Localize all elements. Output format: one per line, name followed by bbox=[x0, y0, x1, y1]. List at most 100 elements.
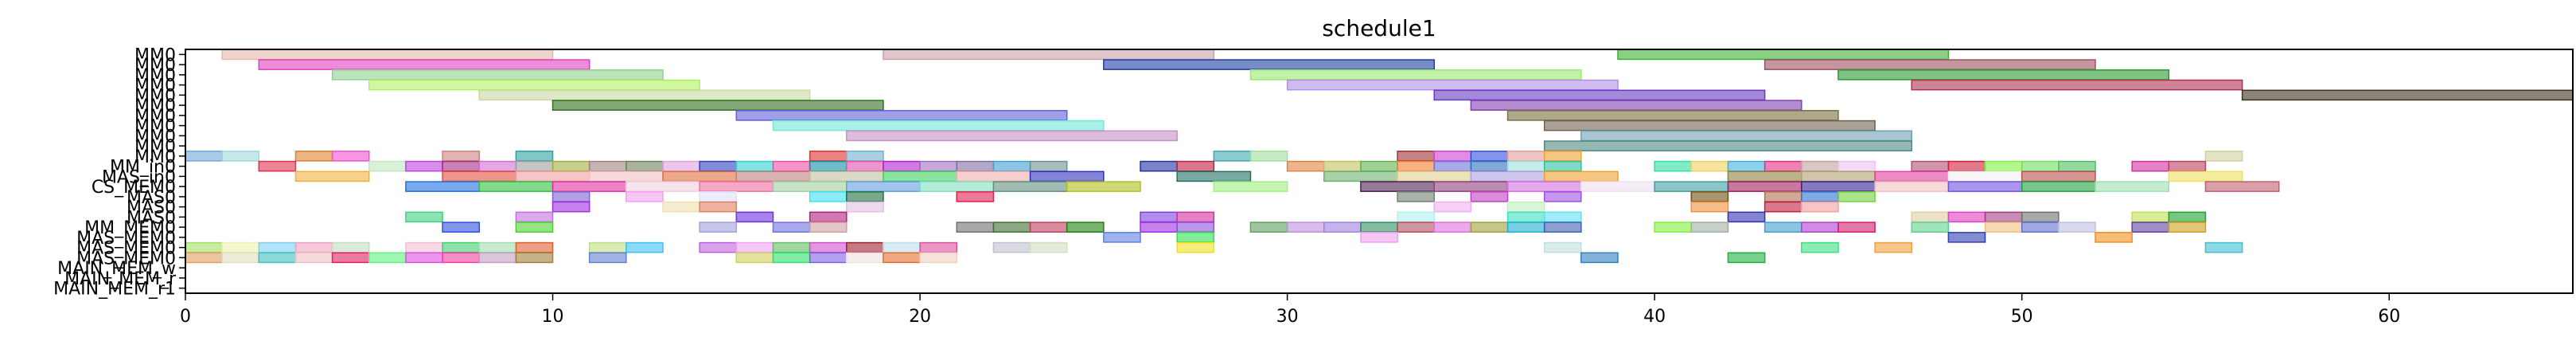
schedule-bar bbox=[1397, 211, 1435, 223]
schedule-bar bbox=[2131, 222, 2170, 233]
schedule-bar bbox=[221, 252, 260, 264]
schedule-bar bbox=[221, 241, 260, 253]
schedule-bar bbox=[1763, 191, 1802, 202]
schedule-bar bbox=[1543, 211, 1582, 223]
schedule-bar bbox=[1249, 151, 1288, 162]
schedule-bar bbox=[1543, 120, 1876, 131]
schedule-bar bbox=[699, 241, 738, 253]
y-tick-label: MM0 bbox=[134, 56, 176, 76]
x-tick-label: 20 bbox=[909, 307, 931, 327]
schedule-bar bbox=[1140, 160, 1178, 172]
schedule-bar bbox=[919, 241, 957, 253]
schedule-bar bbox=[515, 151, 554, 162]
schedule-bar bbox=[1543, 151, 1582, 162]
schedule-bar bbox=[2058, 160, 2096, 172]
y-tick-label: MM0 bbox=[134, 117, 176, 137]
schedule-bar bbox=[846, 151, 884, 162]
schedule-bar bbox=[1911, 79, 2243, 91]
plot-frame bbox=[185, 49, 2574, 294]
schedule-bar bbox=[551, 160, 590, 172]
schedule-bar bbox=[1433, 181, 1509, 192]
schedule-bar bbox=[1654, 222, 1693, 233]
schedule-bar bbox=[1140, 211, 1178, 223]
schedule-bar bbox=[551, 181, 627, 192]
schedule-bar bbox=[662, 201, 700, 213]
schedule-bar bbox=[1947, 232, 1986, 243]
schedule-bar bbox=[1543, 222, 1582, 233]
schedule-bar bbox=[1837, 69, 2170, 80]
schedule-bar bbox=[478, 181, 554, 192]
schedule-bar bbox=[515, 160, 554, 172]
y-tick-label: MAS_MEM0 bbox=[76, 229, 176, 249]
schedule-bar bbox=[331, 151, 370, 162]
schedule-bar bbox=[442, 151, 480, 162]
schedule-bar bbox=[846, 160, 884, 172]
schedule-bar bbox=[956, 171, 1031, 182]
schedule-bar bbox=[1470, 160, 1509, 172]
schedule-bar bbox=[221, 49, 554, 61]
x-tick-label: 0 bbox=[180, 307, 191, 327]
schedule-bar bbox=[956, 160, 995, 172]
schedule-bar bbox=[1506, 201, 1545, 213]
schedule-bar bbox=[258, 252, 297, 264]
schedule-bar bbox=[1029, 160, 1068, 172]
schedule-bar bbox=[1323, 171, 1398, 182]
schedule-bar bbox=[1176, 232, 1215, 243]
chart-title: schedule1 bbox=[1322, 15, 1436, 41]
schedule-bar bbox=[515, 252, 554, 264]
schedule-bar bbox=[515, 171, 590, 182]
schedule-bar bbox=[478, 241, 517, 253]
schedule-bar bbox=[1580, 130, 1912, 142]
schedule-bar bbox=[2021, 160, 2060, 172]
schedule-bar bbox=[1433, 160, 1472, 172]
schedule-bar bbox=[846, 191, 884, 202]
schedule-bar bbox=[331, 252, 370, 264]
schedule-bar bbox=[2095, 181, 2170, 192]
schedule-bar bbox=[1360, 232, 1398, 243]
schedule-bar bbox=[1066, 181, 1141, 192]
y-tick-label: MAS_MEM0 bbox=[76, 249, 176, 269]
schedule-bar bbox=[699, 191, 738, 202]
schedule-bar bbox=[2204, 241, 2243, 253]
schedule-bar bbox=[1140, 222, 1178, 233]
schedule-bar bbox=[846, 201, 884, 213]
y-tick-label: MAS0 bbox=[127, 208, 176, 228]
schedule-bar bbox=[442, 252, 480, 264]
schedule-bar bbox=[442, 241, 480, 253]
schedule-bar bbox=[883, 241, 921, 253]
schedule-bar bbox=[2131, 160, 2170, 172]
bars-layer bbox=[185, 49, 2574, 264]
schedule-bar bbox=[1176, 222, 1215, 233]
schedule-bar bbox=[405, 252, 443, 264]
schedule-bar bbox=[809, 171, 884, 182]
schedule-bar bbox=[1690, 160, 1729, 172]
y-tick-label: MAS_MEM0 bbox=[76, 239, 176, 259]
schedule-bar bbox=[478, 160, 517, 172]
schedule-bar bbox=[331, 69, 664, 80]
schedule-bar bbox=[2021, 171, 2096, 182]
y-tick-label: MM_MEM0 bbox=[84, 218, 176, 238]
schedule-bar bbox=[956, 222, 995, 233]
schedule-bar bbox=[515, 241, 554, 253]
schedule-bar bbox=[1249, 69, 1582, 80]
schedule-bar bbox=[1801, 181, 1876, 192]
schedule-bar bbox=[1506, 181, 1582, 192]
schedule-bar bbox=[294, 252, 333, 264]
schedule-bar bbox=[1506, 110, 1839, 121]
schedule-bar bbox=[1470, 151, 1509, 162]
schedule-bar bbox=[368, 160, 407, 172]
schedule-bar bbox=[1543, 160, 1582, 172]
schedule-bar bbox=[294, 241, 333, 253]
y-tick-label: CS_MEM0 bbox=[92, 178, 176, 198]
schedule-bar bbox=[294, 171, 370, 182]
y-tick-label: MAIN_MEM_w bbox=[57, 259, 176, 279]
schedule-bar bbox=[883, 49, 1215, 61]
schedule-bar bbox=[1543, 191, 1582, 202]
schedule-bar bbox=[735, 252, 774, 264]
x-axis: 0 10 20 30 40 50 60 bbox=[180, 293, 2400, 327]
schedule-bar bbox=[919, 181, 995, 192]
schedule-bar bbox=[588, 241, 627, 253]
schedule-bar bbox=[1984, 211, 2023, 223]
schedule-bar bbox=[1947, 211, 1986, 223]
schedule-bar bbox=[883, 252, 921, 264]
